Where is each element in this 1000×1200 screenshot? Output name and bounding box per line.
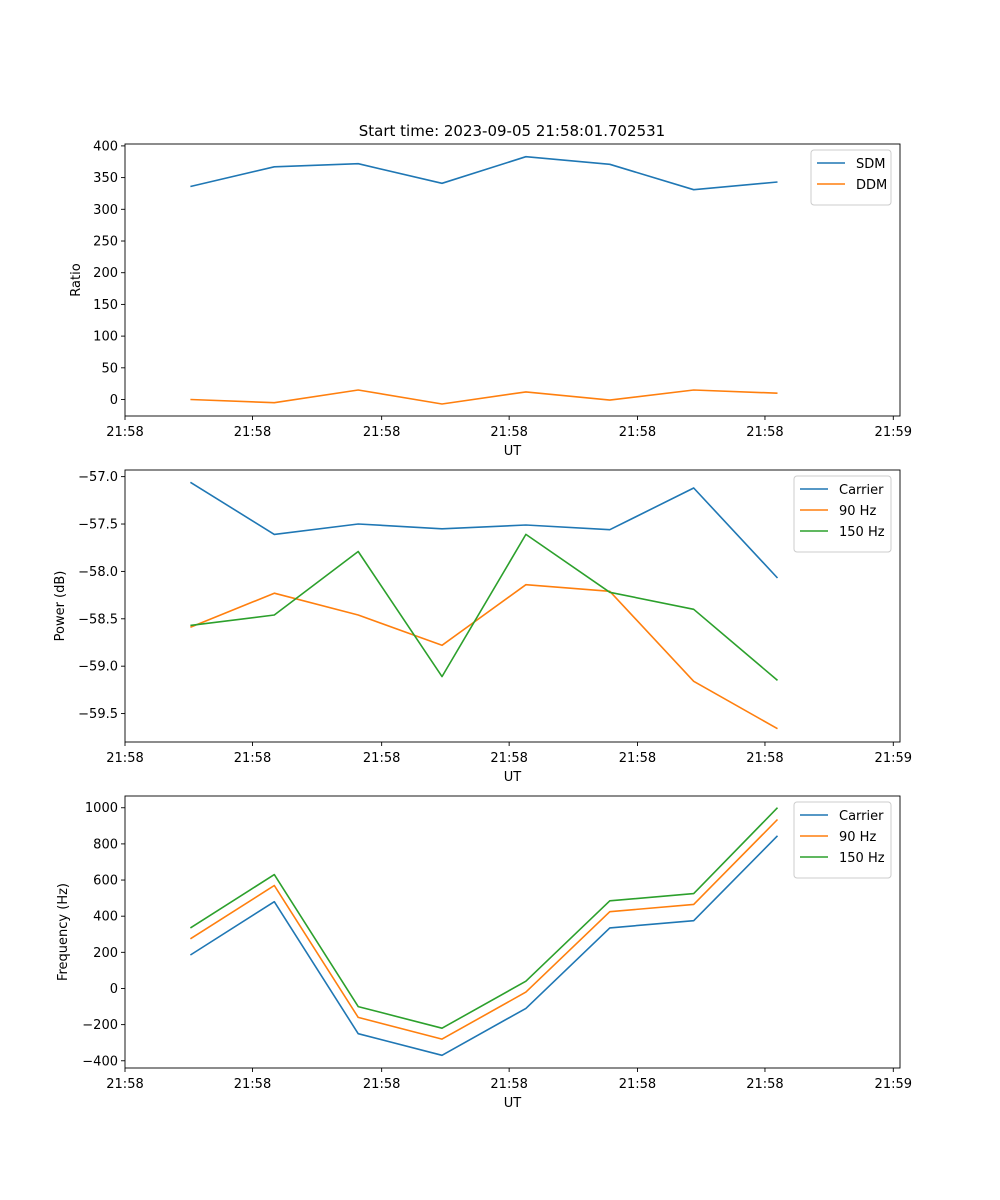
- axes-frame: [124, 795, 901, 1069]
- series-line-carrier: [189, 481, 779, 579]
- legend-label: 90 Hz: [839, 830, 876, 845]
- legend: Carrier 90 Hz 150 Hz: [793, 801, 892, 879]
- y-tick-label: 400: [93, 139, 118, 154]
- x-tick-label: 21:59: [875, 425, 912, 440]
- legend-label: Carrier: [839, 483, 884, 498]
- x-tick-label: 21:58: [746, 751, 783, 766]
- y-tick-label: 0: [110, 982, 118, 997]
- x-tick-label: 21:58: [619, 1077, 656, 1092]
- legend-label: 150 Hz: [839, 525, 885, 540]
- y-tick-label: 200: [93, 946, 118, 961]
- y-tick-label: 200: [93, 266, 118, 281]
- y-tick-label: −58.0: [78, 565, 118, 580]
- x-tick-label: 21:58: [490, 425, 527, 440]
- x-tick-label: 21:58: [234, 1077, 271, 1092]
- series-line-90-hz: [190, 583, 778, 730]
- y-tick-label: −200: [82, 1018, 118, 1033]
- x-tick-label: 21:58: [106, 1077, 143, 1092]
- legend: SDM DDM: [810, 149, 892, 206]
- y-tick-label: 1000: [85, 801, 118, 816]
- x-tick-label: 21:58: [619, 425, 656, 440]
- y-tick-label: −58.5: [78, 612, 118, 627]
- series-line-ddm: [190, 389, 778, 405]
- x-tick-label: 21:59: [875, 1077, 912, 1092]
- legend-box: [793, 475, 892, 553]
- y-tick-label: 100: [93, 330, 118, 345]
- x-tick-label: 21:58: [746, 1077, 783, 1092]
- y-axis-label: Ratio: [69, 263, 84, 296]
- series-line-sdm: [190, 155, 778, 191]
- y-tick-label: −57.5: [78, 518, 118, 533]
- x-tick-label: 21:58: [490, 751, 527, 766]
- x-tick-label: 21:58: [234, 425, 271, 440]
- figure-title: Start time: 2023-09-05 21:58:01.702531: [359, 122, 665, 140]
- y-tick-label: 150: [93, 298, 118, 313]
- y-tick-label: −59.5: [78, 707, 118, 722]
- x-tick-label: 21:59: [875, 751, 912, 766]
- legend-label: DDM: [856, 178, 887, 193]
- x-tick-label: 21:58: [363, 1077, 400, 1092]
- y-tick-label: −57.0: [78, 470, 118, 485]
- chart-panel-1: 0 50 100 150 200 250 300 350 400 21:58 21:58 21:58 2…: [69, 139, 912, 459]
- x-axis-label: UT: [504, 444, 522, 459]
- legend-label: 150 Hz: [839, 851, 885, 866]
- y-tick-label: 600: [93, 874, 118, 889]
- series-line-carrier: [189, 835, 779, 1057]
- x-tick-label: 21:58: [234, 751, 271, 766]
- legend-label: SDM: [856, 157, 885, 172]
- legend-label: 90 Hz: [839, 504, 876, 519]
- y-tick-label: 800: [93, 837, 118, 852]
- axes-frame: [124, 469, 901, 743]
- x-tick-label: 21:58: [746, 425, 783, 440]
- y-tick-label: 0: [110, 393, 118, 408]
- chart-panel-3: −400 −200 0 200 400 600 800 1000 21:58 21:58 21:58…: [56, 795, 912, 1111]
- x-axis-label: UT: [504, 1096, 522, 1111]
- x-tick-label: 21:58: [106, 751, 143, 766]
- series-line-90-hz: [189, 818, 779, 1040]
- y-tick-label: 400: [93, 910, 118, 925]
- legend-label: Carrier: [839, 809, 884, 824]
- y-axis-label: Power (dB): [53, 571, 68, 642]
- legend: Carrier 90 Hz 150 Hz: [793, 475, 892, 553]
- y-tick-label: −59.0: [78, 660, 118, 675]
- x-tick-label: 21:58: [363, 751, 400, 766]
- legend-box: [793, 801, 892, 879]
- axes-frame: [124, 143, 901, 417]
- x-tick-label: 21:58: [619, 751, 656, 766]
- series-line-150-hz: [189, 807, 779, 1029]
- x-tick-label: 21:58: [490, 1077, 527, 1092]
- y-tick-label: 50: [101, 361, 118, 376]
- y-axis-label: Frequency (Hz): [56, 883, 71, 981]
- y-tick-label: 350: [93, 171, 118, 186]
- x-axis-label: UT: [504, 770, 522, 785]
- y-tick-label: −400: [82, 1054, 118, 1069]
- y-tick-label: 250: [93, 235, 118, 250]
- chart-panel-2: −59.5 −59.0 −58.5 −58.0 −57.5 −57.0 21:58 21:58…: [53, 469, 912, 785]
- y-tick-label: 300: [93, 203, 118, 218]
- x-tick-label: 21:58: [106, 425, 143, 440]
- x-tick-label: 21:58: [363, 425, 400, 440]
- series-line-150-hz: [190, 533, 779, 682]
